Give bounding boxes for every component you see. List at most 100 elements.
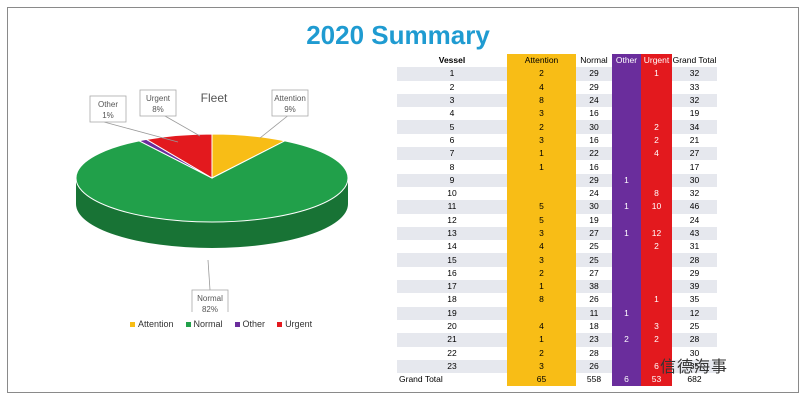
grand-total-cell: 21 [689,134,700,145]
legend-item-normal: Normal [185,319,223,329]
other-cell: Other [612,54,641,68]
grand-total-cell: 24 [689,214,700,225]
slice-label-other: Other [98,100,118,109]
grand-total-cell: 43 [672,226,717,241]
slice-label-attention: Attention [274,94,306,103]
attention-cell: 2 [507,120,576,134]
vessel-cell: 20 [447,321,457,332]
table-row: 5 2 30 2 34 [397,120,717,134]
table-row: 9 29 1 30 [397,173,717,187]
table-row: 8 1 16 17 [397,160,717,174]
urgent-cell: 2 [641,120,672,134]
vessel-summary-table: Vessel Attention Normal Other Urgent Grand To… [397,54,717,387]
attention-cell: 4 [507,319,576,334]
legend-item-attention: Attention [130,319,174,329]
other-cell [612,67,641,81]
normal-cell: 30 [576,120,612,134]
grand-total-cell: 32 [672,93,717,108]
slice-value-normal: 82% [202,305,218,312]
chart-legend: Attention Normal Other Urgent [130,319,312,329]
urgent-cell: 2 [641,133,672,148]
vessel-cell: 21 [397,333,507,347]
watermark: 信德海事 [660,357,729,376]
attention-cell: 4 [507,240,576,254]
table-row: 6 3 16 2 21 [397,133,717,148]
normal-cell: 26 [576,359,612,374]
urgent-cell [641,93,672,108]
urgent-cell: 4 [641,147,672,161]
other-cell [612,147,641,161]
grand-total-cell: 46 [672,200,717,214]
vessel-cell: 22 [447,347,457,358]
grand-total-cell: 682 [687,374,702,385]
normal-cell: 29 [576,67,612,81]
vessel-cell: 16 [447,267,457,278]
vessel-cell: 10 [447,188,457,199]
callout-box-normal [191,289,229,312]
vessel-cell: 23 [397,359,507,374]
callout-box-attention [271,89,309,117]
attention-cell: 1 [507,280,576,294]
table-row: 2 4 29 33 [397,80,717,94]
attention-cell: 3 [507,133,576,148]
urgent-cell: 12 [641,226,672,241]
other-cell [612,93,641,108]
grand-total-cell: Grand Total [672,55,717,66]
normal-cell: 30 [576,200,612,214]
table-row: 18 8 26 1 35 [397,293,717,307]
urgent-cell: 2 [641,240,672,254]
urgent-cell [641,160,672,174]
urgent-cell [641,306,672,320]
other-cell [612,133,641,148]
urgent-cell [641,280,672,294]
table-row: 16 2 27 29 [397,266,717,281]
table-row: 4 3 16 19 [397,107,717,121]
grand-total-cell: 27 [672,147,717,161]
urgent-cell [641,253,672,267]
attention-cell: 8 [507,293,576,307]
vessel-cell: 13 [397,226,507,241]
grand-total-cell: 33 [689,81,700,92]
grand-total-cell: 32 [689,188,700,199]
attention-cell: 1 [507,333,576,347]
legend-item-urgent: Urgent [277,319,312,329]
grand-total-cell: 32 [672,67,717,81]
legend-swatch-urgent [277,321,283,327]
attention-cell: Attention [507,54,576,68]
urgent-cell [641,107,672,121]
normal-cell: 11 [576,306,612,320]
callout-line-other [103,121,179,143]
urgent-cell: 3 [641,319,672,334]
legend-item-other: Other [234,319,265,329]
legend-swatch-normal [185,321,191,327]
normal-cell: 16 [589,134,599,145]
normal-cell: 24 [589,188,599,199]
urgent-cell: 1 [641,67,672,81]
normal-cell: 27 [589,267,599,278]
grand-total-cell: 29 [689,267,700,278]
table-row: 12 5 19 24 [397,213,717,227]
urgent-cell [641,173,672,187]
table-row: 21 1 23 2 2 28 [397,333,717,347]
attention-cell: 2 [507,346,576,360]
attention-cell: 4 [507,80,576,94]
urgent-cell: 53 [641,373,672,387]
urgent-cell: 1 [641,293,672,307]
fleet-pie-chart: Fleet Attention 9% Normal 82% Other 1% Urgent 8% [75,89,349,312]
other-cell: 1 [612,173,641,187]
other-cell [612,160,641,174]
other-cell [612,293,641,307]
table-row: 15 3 25 28 [397,253,717,267]
chart-title: Fleet [201,91,228,105]
callout-box-urgent [139,89,177,117]
table-row: 10 24 8 32 [397,186,717,201]
vessel-cell: 8 [449,161,455,172]
legend-label: Urgent [285,319,313,329]
attention-cell: 3 [507,107,576,121]
vessel-cell: Vessel [438,55,466,66]
table-row: 17 1 38 39 [397,280,717,294]
urgent-cell [641,80,672,94]
grand-total-cell: 39 [672,280,717,294]
vessel-cell: 3 [397,93,507,108]
table-row: 1 2 29 1 32 [397,67,717,81]
